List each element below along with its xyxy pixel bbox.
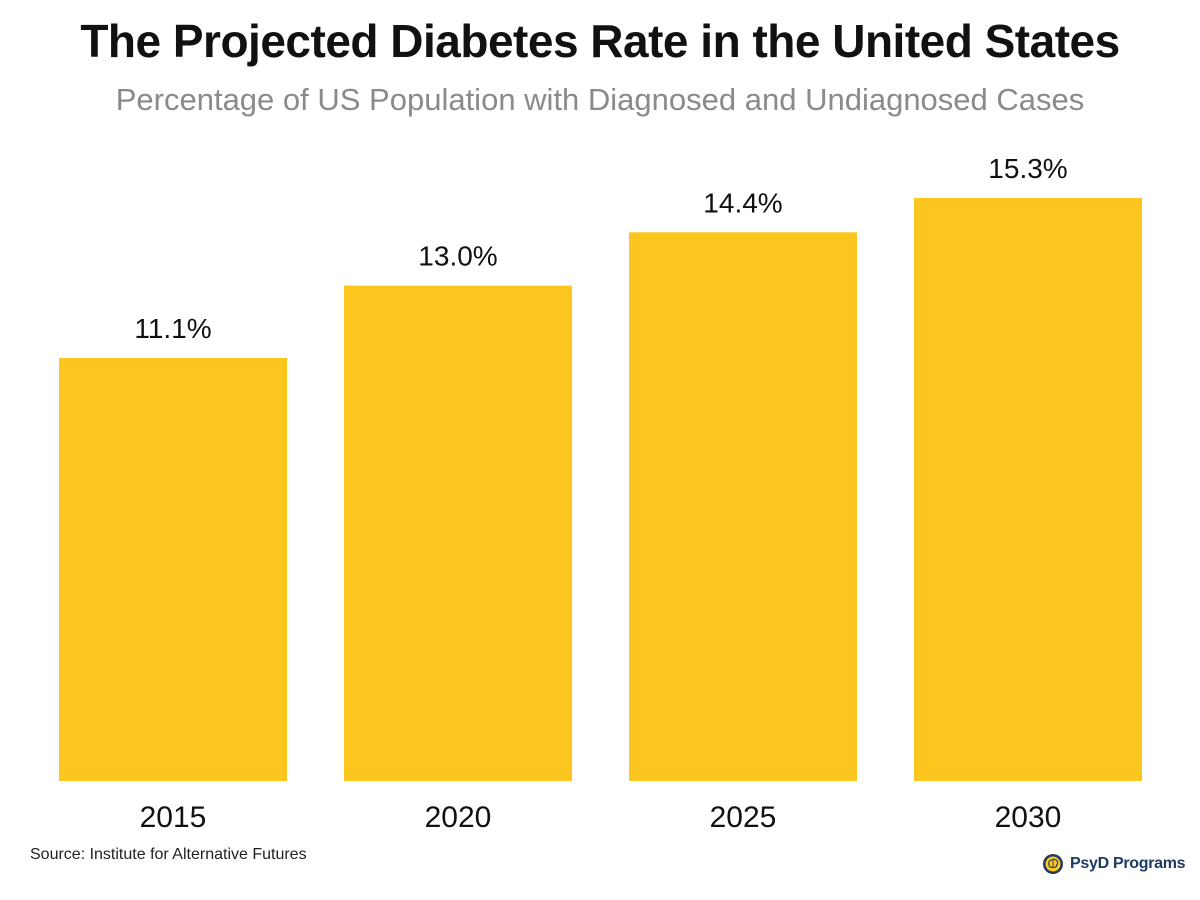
bar-2020 [344,285,572,781]
value-label-2020: 13.0% [418,241,497,272]
bar-2025 [629,232,857,781]
source-note: Source: Institute for Alternative Future… [30,846,307,863]
chart-subtitle: Percentage of US Population with Diagnos… [115,82,1085,117]
brand-name: PsyD Programs [1070,855,1186,872]
value-label-2015: 11.1% [134,313,211,344]
value-label-2025: 14.4% [703,187,782,218]
bar-2015 [59,358,287,781]
brain-logo-icon [1042,853,1064,875]
x-tick-label-2020: 2020 [425,801,492,834]
x-tick-label-2030: 2030 [995,801,1062,834]
x-tick-label-2025: 2025 [710,801,777,834]
x-tick-label-2015: 2015 [140,801,207,834]
bar-2030 [914,198,1142,781]
value-label-2030: 15.3% [988,153,1067,184]
chart-title: The Projected Diabetes Rate in the Unite… [80,15,1120,67]
brand-logo: PsyD Programs [1042,853,1186,875]
